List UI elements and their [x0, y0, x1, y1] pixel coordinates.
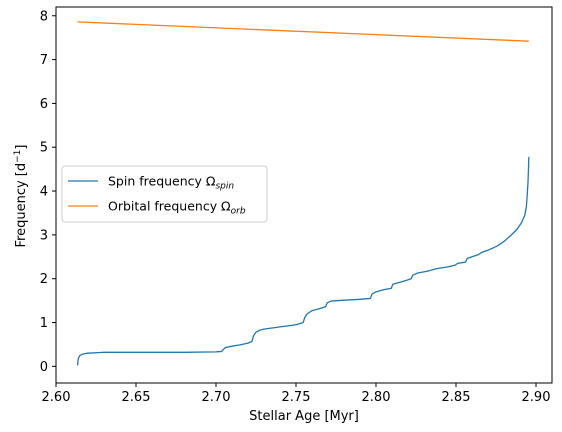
x-tick-label: 2.65	[122, 390, 151, 405]
legend-label-orbital: Orbital frequency Ωorb	[108, 199, 246, 217]
y-tick-label: 2	[40, 272, 48, 287]
x-tick-label: 2.70	[202, 390, 231, 405]
y-tick-label: 0	[40, 360, 48, 375]
x-axis-label: Stellar Age [Myr]	[249, 409, 359, 424]
x-tick-label: 2.75	[282, 390, 311, 405]
series-line-spin	[76, 156, 530, 366]
x-tick-label: 2.90	[522, 390, 551, 405]
x-axis: 2.60 2.65 2.70 2.75 2.80 2.85 2.90	[42, 383, 551, 405]
y-tick-label: 7	[40, 53, 48, 68]
legend-label-spin: Spin frequency Ωspin	[108, 174, 234, 192]
plot-frame	[55, 6, 553, 384]
y-axis-label: Frequency [d−1]	[13, 145, 29, 248]
y-tick-label: 3	[40, 228, 48, 243]
y-tick-label: 8	[40, 9, 48, 24]
y-axis: 0 1 2 3 4 5 6 7 8	[40, 9, 56, 375]
y-tick-label: 5	[40, 141, 48, 156]
series-line-orb	[77, 21, 529, 42]
x-tick-label: 2.85	[442, 390, 471, 405]
legend: Spin frequency Ωspin Orbital frequency Ω…	[61, 165, 268, 223]
series-layer	[76, 21, 530, 366]
x-tick-label: 2.60	[42, 390, 71, 405]
legend-box	[61, 165, 268, 223]
y-tick-label: 1	[40, 316, 48, 331]
y-tick-label: 4	[40, 185, 48, 200]
x-tick-label: 2.80	[362, 390, 391, 405]
y-tick-label: 6	[40, 97, 48, 112]
y-axis-label-superscript: −1	[13, 150, 23, 163]
